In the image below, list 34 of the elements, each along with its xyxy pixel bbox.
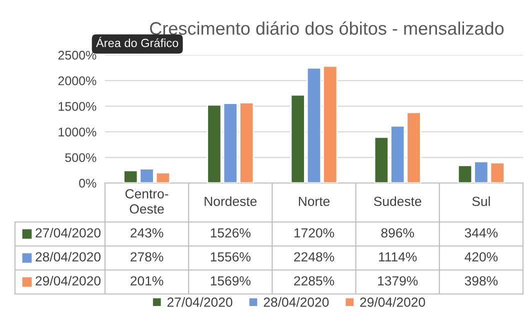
legend-label: 27/04/2020 — [36, 228, 101, 238]
y-tick-label: 500% — [65, 153, 96, 162]
data-label: 278% — [130, 252, 164, 262]
x-tick-label: Norte — [298, 196, 330, 206]
data-label: 201% — [130, 276, 164, 286]
data-label: 398% — [464, 276, 498, 286]
x-tick-label: Sul — [472, 196, 490, 206]
chart-title: Crescimento diário dos óbitos - mensalizado — [150, 21, 504, 35]
data-label: 1720% — [294, 228, 334, 238]
data-label: 420% — [464, 252, 498, 262]
data-label: 1379% — [378, 276, 418, 286]
data-label: 1556% — [210, 252, 250, 262]
x-tick-label: Centro-Oeste — [125, 189, 168, 214]
data-label: 1114% — [379, 252, 417, 262]
legend-label: 29/04/2020 — [36, 276, 101, 286]
text: Área do Gráfico — [96, 36, 178, 48]
y-tick-label: 1500% — [58, 102, 96, 111]
y-tick-label: 1000% — [58, 128, 96, 136]
data-label: 896% — [381, 228, 414, 238]
text: 27/04/2020 — [167, 297, 232, 307]
legend-label: 28/04/2020 — [36, 252, 101, 262]
y-tick-label: 2500% — [58, 50, 96, 60]
text: 28/04/2020 — [264, 297, 329, 307]
y-tick-label: 0% — [79, 178, 96, 188]
data-label: 344% — [464, 228, 498, 238]
data-label: 1526% — [210, 228, 250, 238]
data-label: 2248% — [294, 252, 334, 262]
x-tick-label: Sudeste — [374, 196, 422, 206]
x-tick-label: Nordeste — [204, 196, 257, 206]
y-tick-label: 2000% — [58, 76, 96, 86]
data-label: 1569% — [210, 276, 250, 286]
data-label: 243% — [130, 228, 164, 238]
data-label: 2285% — [294, 276, 334, 286]
text: 29/04/2020 — [360, 297, 426, 307]
